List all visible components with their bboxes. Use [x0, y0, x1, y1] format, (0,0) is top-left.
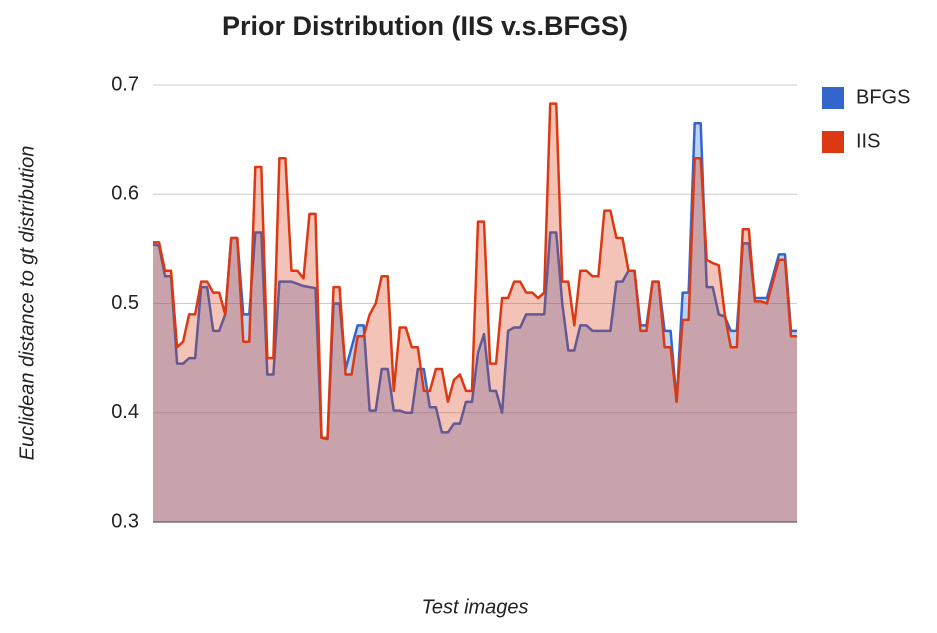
- area: [153, 123, 797, 523]
- y-tick-label: 0.4: [111, 401, 139, 423]
- legend-swatch: [822, 131, 844, 153]
- y-tick-label: 0.7: [111, 73, 139, 95]
- legend-swatch: [822, 87, 844, 109]
- y-tick-label: 0.6: [111, 183, 139, 205]
- y-tick-label: 0.5: [111, 292, 139, 314]
- x-axis-label: Test images: [421, 596, 528, 618]
- legend-label: BFGS: [856, 86, 910, 108]
- legend-label: IIS: [856, 130, 880, 152]
- chart-title: Prior Distribution (IIS v.s.BFGS): [222, 11, 628, 41]
- line: [153, 102, 797, 440]
- y-tick-label: 0.3: [111, 510, 139, 532]
- y-axis-label: Euclidean distance to gt distribution: [16, 146, 38, 461]
